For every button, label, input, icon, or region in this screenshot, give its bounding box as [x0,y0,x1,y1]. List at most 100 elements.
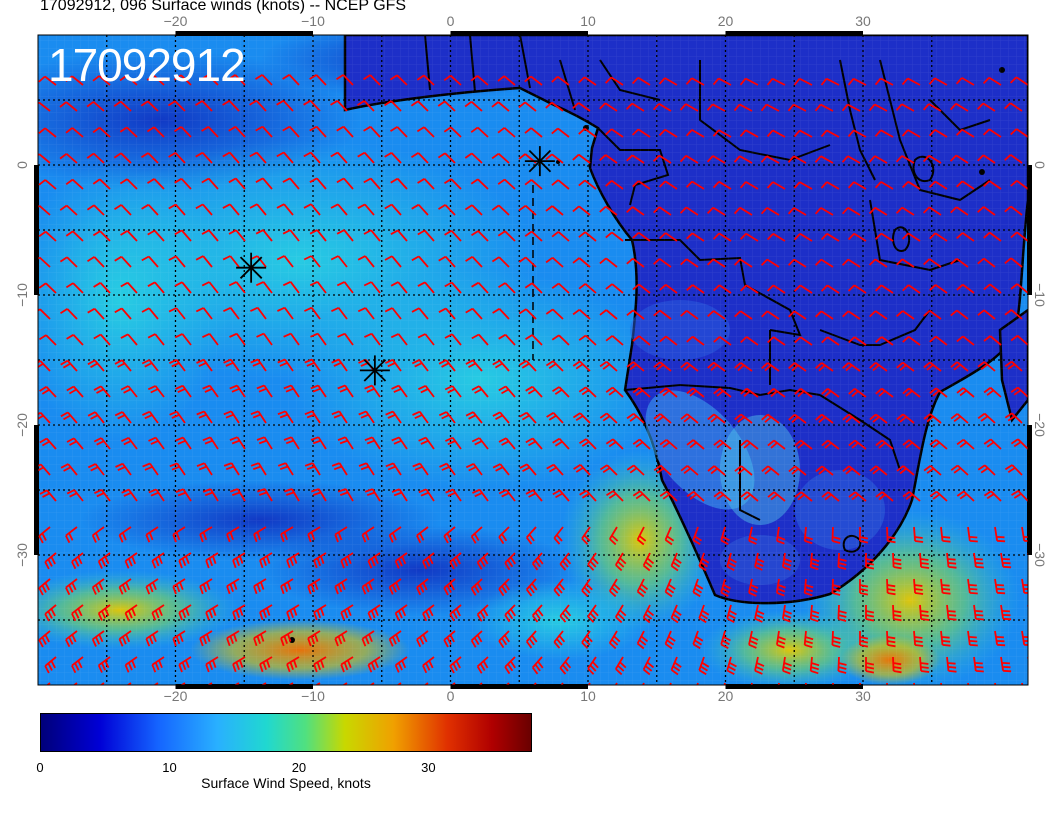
wind-barb [874,232,894,242]
lat-tick-label-left: 0 [14,161,30,169]
wind-barb [304,462,321,476]
wind-barb [367,552,381,569]
wind-barb [222,151,240,164]
wind-barb [336,74,354,86]
wind-barb [361,526,375,543]
wind-barb [748,578,759,597]
wind-barb [653,361,672,372]
wind-barb [330,151,348,164]
wind-barb [200,74,219,86]
wind-barb [384,203,402,216]
wind-barb [869,413,888,424]
wind-barb [121,436,138,450]
wind-barb [336,229,354,242]
wind-barb [518,101,537,112]
wind-barb [524,282,543,294]
wind-barb [492,411,510,424]
wind-barb [545,205,564,216]
asterisk-icon [524,146,555,177]
wind-barb [223,358,240,372]
wind-barb [761,362,780,372]
wind-barb [1021,630,1028,646]
wind-barb [385,358,402,372]
wind-barb [983,231,1002,242]
wind-barb [670,656,682,676]
wind-barb [142,462,159,476]
wind-barb [874,129,894,138]
wind-barb [364,436,381,450]
wind-barb [748,526,758,545]
wind-barb [256,384,273,398]
wind-barb [385,410,402,424]
wind-barb [357,151,375,164]
wind-barb [609,630,621,650]
wind-barb [895,206,915,216]
wind-barb [232,552,246,569]
wind-barb [1010,128,1028,138]
marker-stroke [239,256,263,279]
wind-barb [685,180,705,190]
wind-barb [692,526,702,546]
wind-barb [892,552,902,570]
wind-barb [636,578,649,598]
wind-barb [178,552,192,569]
wind-barb [625,102,645,112]
wind-barb [875,439,894,450]
wind-barb [929,439,948,450]
wind-barb [253,526,267,543]
wind-barb [388,526,402,543]
wind-barb [357,100,375,112]
wind-barb [929,335,948,346]
wind-barb [492,359,510,372]
wind-barb [113,100,132,112]
wind-barb [120,333,138,346]
wind-barb [284,488,300,502]
wind-barb [524,179,543,190]
wind-barb [390,333,408,346]
wind-barb [696,682,699,685]
wind-barb [713,387,732,398]
wind-barb [97,604,111,621]
wind-barb [59,256,78,268]
wind-barb [546,463,564,476]
wind-barb [761,310,780,320]
wind-barb [896,413,915,424]
wind-barb [124,552,138,569]
wind-barb [525,334,543,346]
wind-barb [740,439,759,450]
wind-barb [692,630,704,650]
wind-barb [874,181,894,190]
wind-barb [869,465,888,476]
wind-barb [391,384,408,398]
wind-barb [286,656,300,673]
wind-barb [809,552,820,571]
wind-barb [97,656,111,673]
wind-barb [788,310,807,320]
wind-barb [286,552,300,569]
wind-barb [803,630,814,649]
wind-barb [787,103,807,112]
wind-barb [498,526,510,545]
wind-barb [476,552,489,570]
wind-barb [60,411,78,424]
wind-barb [141,359,159,372]
wind-barb [222,203,240,216]
wind-barb [491,256,510,268]
wind-barb [956,283,975,294]
wind-barb [973,604,984,621]
wind-barb [707,465,726,476]
wind-barb [632,180,651,190]
wind-barb [552,437,570,450]
wind-barb [553,578,566,597]
wind-barb [66,437,84,450]
left-band [34,425,39,555]
wind-barb [330,255,348,268]
wind-barb [384,255,402,268]
wind-barb [172,630,186,647]
wind-barb [929,387,948,398]
wind-barb [659,335,678,346]
wind-barb [226,578,240,595]
wind-barb [1000,552,1012,569]
wind-barb [776,526,786,545]
wind-barb [498,489,516,502]
